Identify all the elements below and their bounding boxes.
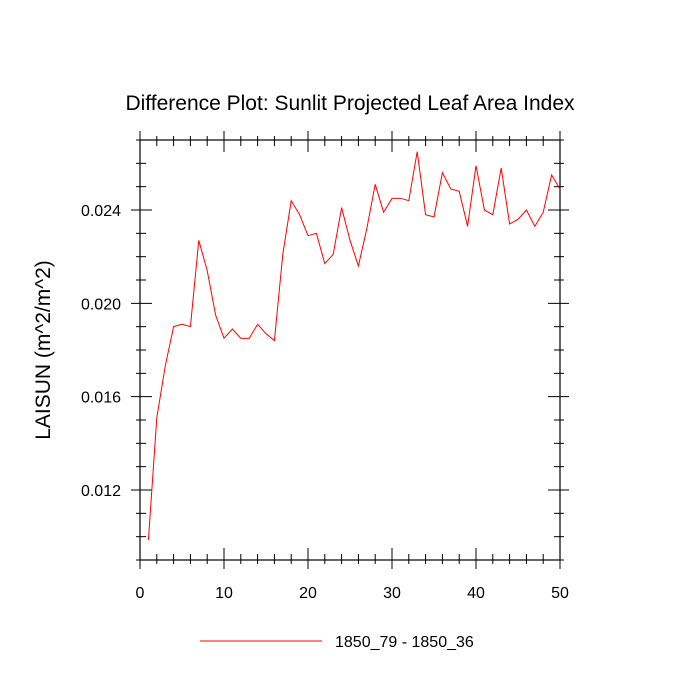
x-tick-label: 40 — [467, 585, 485, 602]
chart-title: Difference Plot: Sunlit Projected Leaf A… — [125, 92, 575, 115]
plot-area: 0 10 20 30 40 50 0.012 0.016 0.020 0.024 — [81, 131, 569, 602]
x-tick-label: 10 — [215, 585, 233, 602]
y-tick-label: 0.016 — [81, 390, 121, 407]
y-tick-label: 0.020 — [81, 296, 121, 313]
y-axis-label: LAISUN (m^2/m^2) — [32, 260, 55, 440]
axis-ticks — [131, 131, 569, 569]
series-line — [147, 151, 561, 541]
x-tick-label: 0 — [136, 585, 145, 602]
plot-frame — [139, 139, 561, 561]
y-tick-label: 0.012 — [81, 483, 121, 500]
x-tick-label: 20 — [299, 585, 317, 602]
legend: 1850_79 - 1850_36 — [200, 634, 474, 651]
y-tick-label: 0.024 — [81, 203, 121, 220]
x-tick-label: 30 — [383, 585, 401, 602]
legend-label: 1850_79 - 1850_36 — [335, 634, 474, 651]
x-tick-label: 50 — [551, 585, 569, 602]
axis-tick-labels: 0 10 20 30 40 50 0.012 0.016 0.020 0.024 — [81, 203, 569, 602]
